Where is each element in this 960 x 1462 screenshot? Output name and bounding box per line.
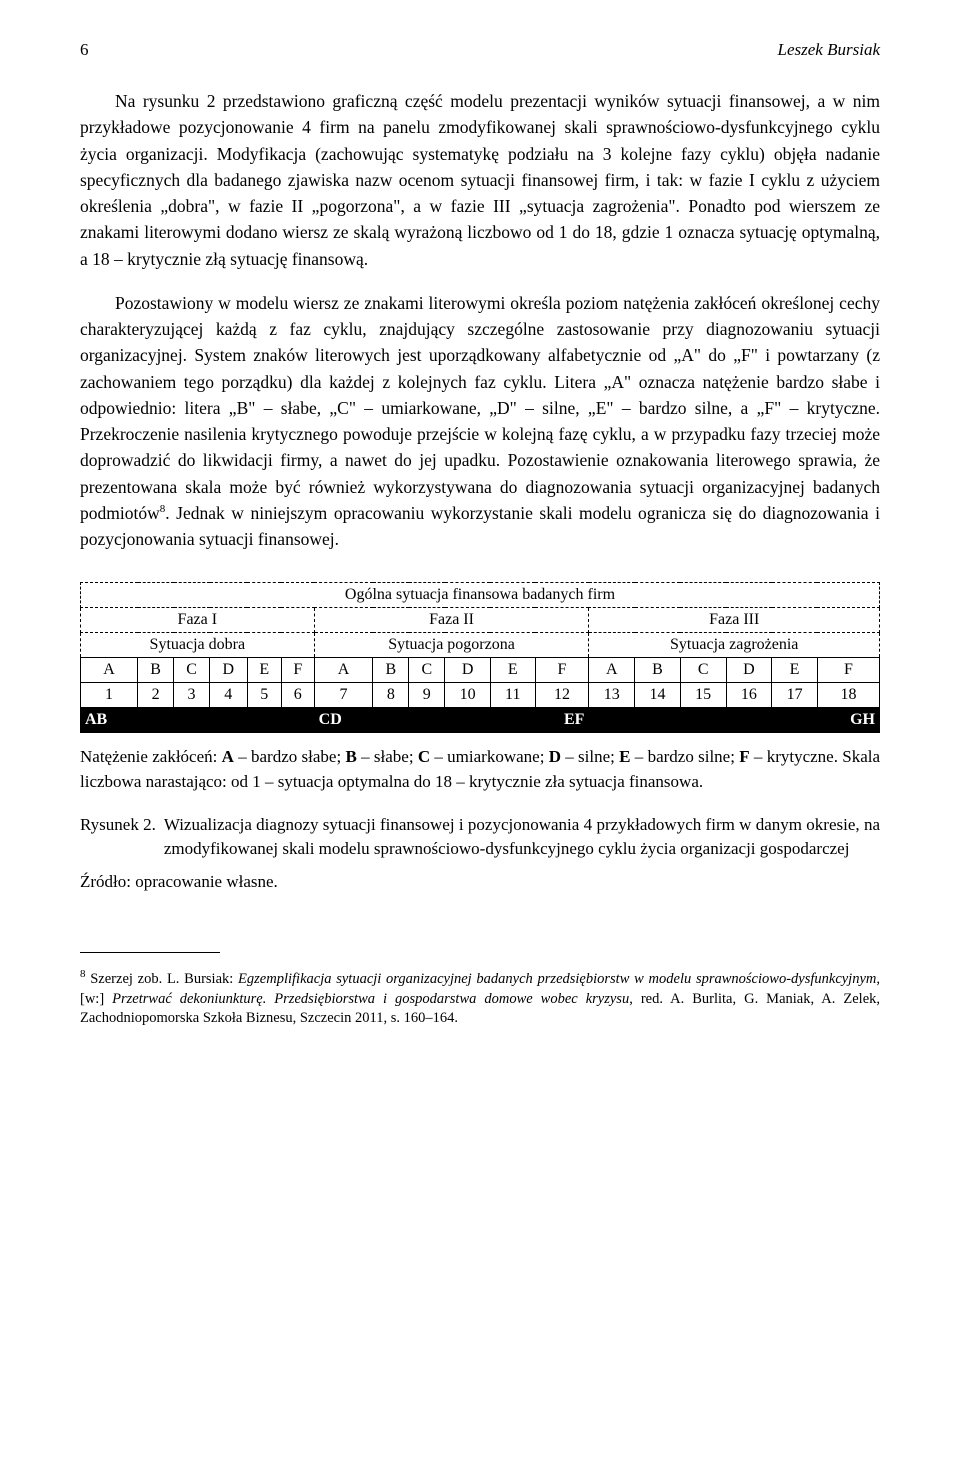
letter-cell: E — [772, 658, 818, 683]
letter-cell: E — [247, 658, 281, 683]
footnote-8: 8 Szerzej zob. L. Bursiak: Egzemplifikac… — [80, 967, 880, 1029]
table-title: Ogólna sytuacja finansowa badanych firm — [81, 583, 880, 608]
number-cell: 18 — [817, 683, 879, 708]
source-label: Źródło: — [80, 872, 131, 891]
page-header: 6 Leszek Bursiak — [80, 40, 880, 60]
paragraph-2a: Pozostawiony w modelu wiersz ze znakami … — [80, 293, 880, 523]
legend-text: – słabe; — [357, 747, 418, 766]
number-cell: 16 — [726, 683, 772, 708]
model-table-wrap: Ogólna sytuacja finansowa badanych firm … — [80, 582, 880, 794]
table-legend: Natężenie zakłóceń: A – bardzo słabe; B … — [80, 745, 880, 794]
footnote-text: Szerzej zob. L. Bursiak: — [86, 971, 239, 987]
number-cell: 2 — [138, 683, 174, 708]
legend-text: – silne; — [561, 747, 619, 766]
legend-text: Natężenie zakłóceń: — [80, 747, 222, 766]
marker-ef: EF — [535, 708, 589, 733]
legend-bold: F — [739, 747, 749, 766]
legend-bold: C — [418, 747, 430, 766]
letter-cell: B — [138, 658, 174, 683]
marker-gh: GH — [817, 708, 879, 733]
number-cell: 1 — [81, 683, 138, 708]
table-letters-row: A B C D E F A B C D E F A B C D E F — [81, 658, 880, 683]
number-cell: 11 — [490, 683, 535, 708]
number-cell: 5 — [247, 683, 281, 708]
phase-2: Faza II — [314, 608, 589, 633]
letter-cell: C — [174, 658, 210, 683]
letter-cell: B — [635, 658, 681, 683]
figure-caption: Rysunek 2. Wizualizacja diagnozy sytuacj… — [80, 813, 880, 862]
letter-cell: A — [589, 658, 635, 683]
letter-cell: D — [210, 658, 248, 683]
letter-cell: E — [490, 658, 535, 683]
table-markers-row: AB CD EF GH — [81, 708, 880, 733]
legend-bold: A — [222, 747, 234, 766]
author-name: Leszek Bursiak — [778, 40, 880, 60]
situation-3: Sytuacja zagrożenia — [589, 633, 880, 658]
number-cell: 3 — [174, 683, 210, 708]
number-cell: 7 — [314, 683, 373, 708]
footnote-italic: Przetrwać dekoniunkturę. Przedsiębiorstw… — [112, 991, 629, 1007]
figure-caption-text: Wizualizacja diagnozy sytuacji finansowe… — [164, 813, 880, 862]
situation-1: Sytuacja dobra — [81, 633, 315, 658]
number-cell: 17 — [772, 683, 818, 708]
marker-ab: AB — [81, 708, 138, 733]
page-container: 6 Leszek Bursiak Na rysunku 2 przedstawi… — [0, 0, 960, 1083]
table-numbers-row: 1 2 3 4 5 6 7 8 9 10 11 12 13 14 15 16 1… — [81, 683, 880, 708]
legend-bold: E — [619, 747, 630, 766]
legend-text: – bardzo silne; — [631, 747, 740, 766]
source-line: Źródło: opracowanie własne. — [80, 872, 880, 892]
number-cell: 12 — [535, 683, 589, 708]
marker-gap — [373, 708, 535, 733]
table-phase-row: Faza I Faza II Faza III — [81, 608, 880, 633]
footnote-italic: Egzemplifikacja sytuacji organizacyjnej … — [238, 971, 876, 987]
legend-text: – bardzo słabe; — [234, 747, 346, 766]
figure-label: Rysunek 2. — [80, 813, 156, 862]
marker-gap — [138, 708, 315, 733]
phase-1: Faza I — [81, 608, 315, 633]
letter-cell: C — [409, 658, 445, 683]
legend-bold: B — [345, 747, 356, 766]
number-cell: 13 — [589, 683, 635, 708]
table-situation-row: Sytuacja dobra Sytuacja pogorzona Sytuac… — [81, 633, 880, 658]
number-cell: 4 — [210, 683, 248, 708]
marker-cd: CD — [314, 708, 373, 733]
legend-text: – umiarkowane; — [430, 747, 549, 766]
number-cell: 9 — [409, 683, 445, 708]
table-title-row: Ogólna sytuacja finansowa badanych firm — [81, 583, 880, 608]
letter-cell: F — [281, 658, 314, 683]
number-cell: 14 — [635, 683, 681, 708]
number-cell: 8 — [373, 683, 409, 708]
number-cell: 15 — [680, 683, 726, 708]
footnote-separator — [80, 952, 220, 953]
paragraph-2: Pozostawiony w modelu wiersz ze znakami … — [80, 290, 880, 553]
letter-cell: D — [726, 658, 772, 683]
letter-cell: F — [535, 658, 589, 683]
letter-cell: F — [817, 658, 879, 683]
situation-2: Sytuacja pogorzona — [314, 633, 589, 658]
paragraph-1: Na rysunku 2 przedstawiono graficzną czę… — [80, 88, 880, 272]
model-table: Ogólna sytuacja finansowa badanych firm … — [80, 582, 880, 733]
legend-bold: D — [549, 747, 561, 766]
number-cell: 10 — [445, 683, 491, 708]
page-number: 6 — [80, 40, 89, 60]
letter-cell: B — [373, 658, 409, 683]
letter-cell: D — [445, 658, 491, 683]
paragraph-2b: . Jednak w niniejszym opracowaniu wykorz… — [80, 503, 880, 549]
phase-3: Faza III — [589, 608, 880, 633]
marker-gap — [589, 708, 818, 733]
letter-cell: C — [680, 658, 726, 683]
number-cell: 6 — [281, 683, 314, 708]
source-text: opracowanie własne. — [135, 872, 278, 891]
letter-cell: A — [81, 658, 138, 683]
letter-cell: A — [314, 658, 373, 683]
